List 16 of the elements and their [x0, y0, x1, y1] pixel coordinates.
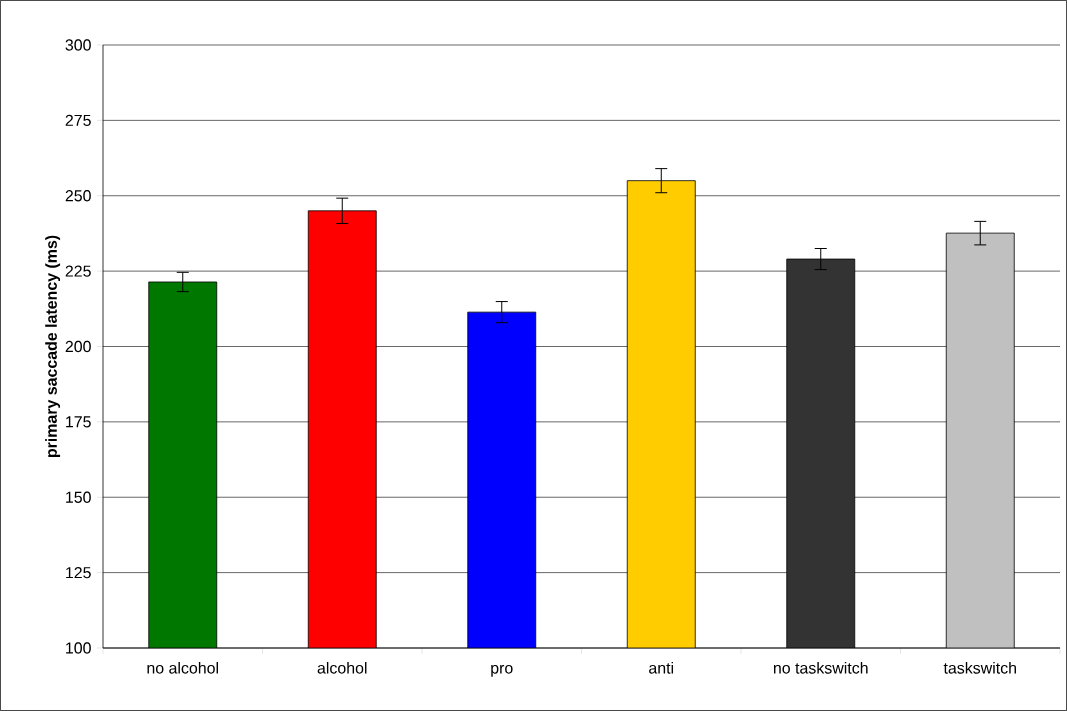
x-tick-label: taskswitch	[943, 661, 1016, 674]
x-tick-label: no alcohol	[147, 661, 218, 674]
y-tick-label: 100	[66, 642, 91, 654]
y-tick-label: 150	[66, 491, 91, 503]
y-tick-label: 300	[65, 39, 91, 51]
y-tick-label: 275	[65, 114, 91, 127]
y-tick-label: 125	[66, 566, 91, 579]
y-tick-label: 200	[65, 340, 91, 353]
x-tick-label: pro	[491, 664, 513, 677]
y-tick-label: 175	[66, 416, 91, 428]
x-tick-label: anti	[649, 661, 674, 674]
y-tick-label: 225	[65, 265, 91, 277]
x-tick-label: no taskswitch	[773, 661, 868, 674]
x-tick-label: alcohol	[317, 661, 367, 674]
y-tick-label: 250	[65, 190, 91, 202]
y-axis-title: primary saccade latency (ms)	[45, 235, 61, 458]
